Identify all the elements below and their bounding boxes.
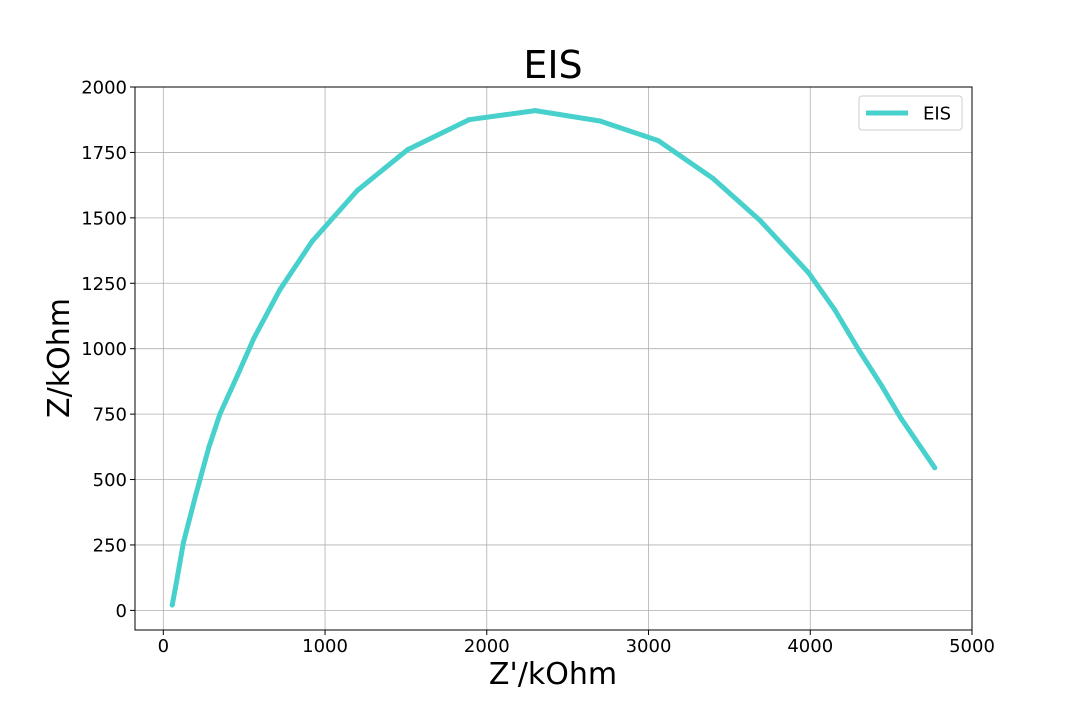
data-point [856, 347, 862, 353]
y-tick-label: 750 [93, 405, 127, 426]
data-point [206, 445, 212, 451]
data-point [217, 411, 223, 417]
y-tick-label: 0 [116, 601, 127, 622]
data-point [309, 238, 315, 244]
data-point [251, 335, 257, 341]
tick-layer: 0 1000 2000 3000 4000 5000 0 250 500 750 1000 1250 1… [81, 78, 995, 658]
data-point [806, 270, 812, 276]
data-point [181, 539, 186, 545]
data-point [235, 372, 241, 378]
x-tick-label: 5000 [949, 636, 995, 657]
data-point [757, 218, 763, 223]
x-tick-label: 3000 [626, 636, 672, 657]
x-tick-label: 0 [158, 636, 169, 657]
legend: EIS [858, 95, 963, 131]
data-point [932, 465, 938, 471]
data-point [172, 585, 178, 591]
x-tick-label: 1000 [302, 636, 348, 657]
series-line-eis [169, 108, 937, 606]
y-tick-label: 1750 [81, 143, 127, 164]
y-axis-label: Z/kOhm [42, 298, 77, 418]
x-axis-label: Z'/kOhm [489, 657, 617, 692]
data-point [878, 382, 884, 388]
x-tick-label: 2000 [464, 636, 510, 657]
data-point [655, 138, 661, 144]
data-point [405, 147, 410, 153]
grid-layer [135, 86, 973, 630]
chart-title: EIS [523, 43, 582, 87]
series-layer [169, 108, 938, 608]
data-point [466, 117, 472, 123]
y-tick-label: 2000 [81, 78, 127, 99]
data-point [277, 287, 283, 293]
data-point [532, 108, 538, 114]
data-point [832, 306, 837, 312]
plot-frame [134, 86, 973, 631]
y-tick-label: 1000 [81, 339, 127, 360]
x-tick-label: 4000 [787, 636, 833, 657]
legend-box [858, 95, 963, 131]
y-tick-label: 250 [93, 535, 127, 556]
y-tick-label: 1250 [81, 274, 127, 295]
y-tick-label: 1500 [81, 208, 127, 229]
data-point [193, 492, 199, 498]
y-tick-label: 500 [93, 470, 127, 491]
data-point [597, 118, 603, 124]
data-point [169, 602, 175, 608]
data-point [354, 187, 360, 193]
data-point [898, 415, 904, 421]
data-point [710, 176, 716, 182]
legend-label-eis: EIS [923, 104, 951, 125]
